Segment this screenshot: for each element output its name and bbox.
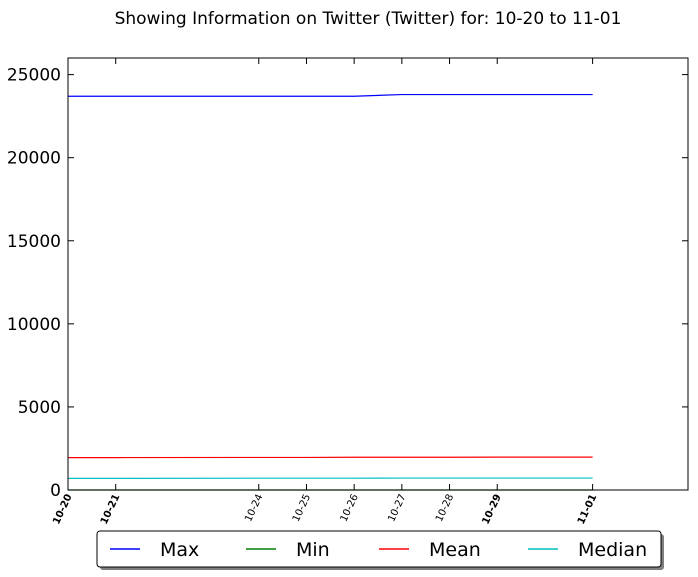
y-tick-label: 5000 xyxy=(18,398,61,418)
axes-frame xyxy=(67,57,689,491)
series-line-mean xyxy=(68,456,593,459)
y-tick-label: 15000 xyxy=(7,232,61,252)
y-tick-label: 20000 xyxy=(7,149,61,169)
chart-title: Showing Information on Twitter (Twitter)… xyxy=(115,9,622,29)
legend-label-median: Median xyxy=(578,539,647,561)
legend: Max Min Mean Median xyxy=(96,530,664,570)
y-tick-label: 10000 xyxy=(7,315,61,335)
legend-label-max: Max xyxy=(160,539,199,561)
legend-label-mean: Mean xyxy=(429,539,481,561)
y-tick-label: 0 xyxy=(50,481,61,501)
legend-label-min: Min xyxy=(296,539,330,561)
series-line-max xyxy=(68,93,593,97)
y-tick-label: 25000 xyxy=(7,66,61,86)
